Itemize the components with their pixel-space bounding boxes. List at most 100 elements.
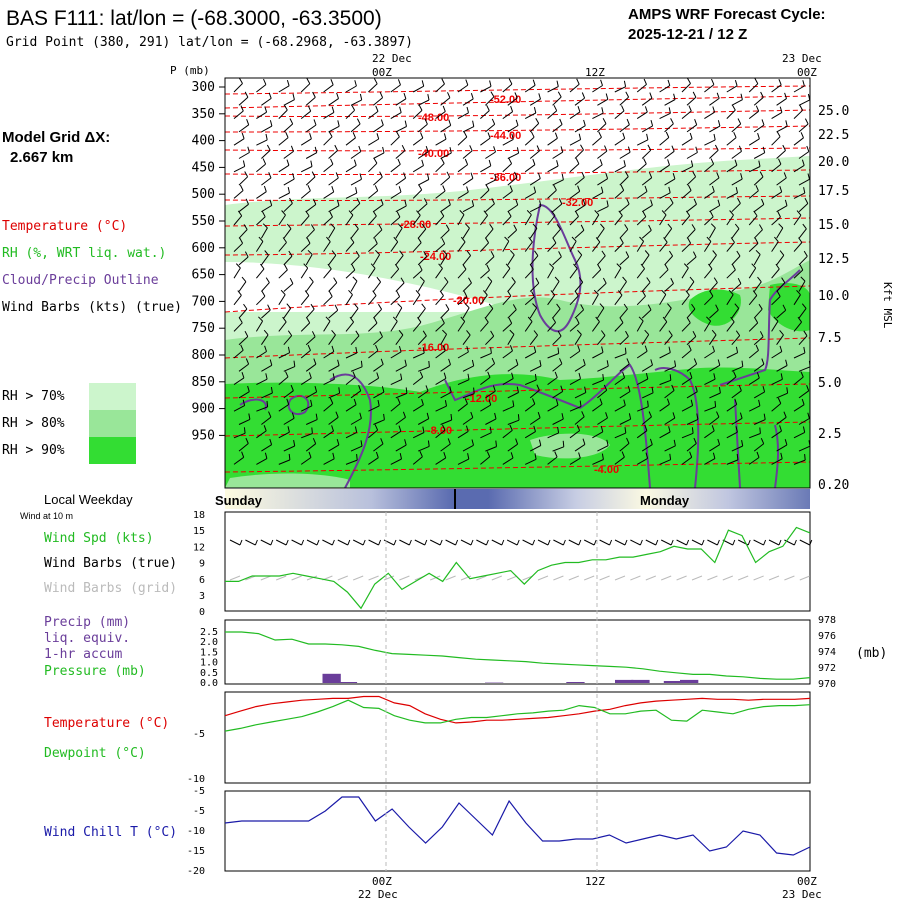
- wind-barb: [502, 138, 514, 146]
- wind-barb: [261, 416, 272, 425]
- wind-barb: [748, 457, 760, 465]
- wind-barb-feather: [510, 452, 514, 459]
- wind-barb-feather: [709, 211, 714, 218]
- wind-barb-feather: [334, 144, 338, 151]
- wind-barb: [636, 295, 646, 306]
- wind-barb: [390, 403, 401, 412]
- wind-barb-feather: [310, 303, 315, 310]
- wind-barb-feather: [667, 223, 673, 229]
- wind-barb: [305, 391, 317, 399]
- wind-barb: [552, 446, 564, 452]
- wind-barb-feather: [467, 453, 470, 460]
- wind-barb: [776, 282, 786, 292]
- wind-barb-feather: [757, 132, 760, 139]
- wind-barb-feather: [732, 264, 736, 271]
- wind-barb-feather: [516, 147, 520, 154]
- wind-barb-feather: [736, 453, 739, 460]
- wind-barb-feather: [355, 250, 360, 257]
- grid-wind-barb: [738, 575, 749, 581]
- wind-barb: [283, 178, 295, 186]
- pressure-tick-label: 550: [192, 214, 215, 229]
- wind-barb: [412, 456, 423, 465]
- wind-barb-feather: [286, 223, 292, 230]
- height-tick-label: 5.0: [818, 376, 841, 391]
- wind-barb: [552, 308, 561, 319]
- wind-barb: [462, 177, 474, 186]
- wind-barb: [793, 269, 804, 279]
- surface-wind-barb: [491, 539, 503, 546]
- wind-barb-feather: [804, 118, 809, 125]
- wind-barb: [238, 124, 249, 133]
- wind-barb: [552, 418, 564, 425]
- surface-wind-barb-feather: [655, 539, 659, 546]
- wind-barb-feather: [533, 106, 537, 114]
- wind-barb: [368, 190, 379, 199]
- wind-barb-feather: [644, 424, 648, 431]
- forecast-cycle-date: 2025-12-21 / 12 Z: [628, 26, 747, 43]
- wind-barb-feather: [360, 440, 363, 447]
- wind-barb: [569, 295, 579, 306]
- isotherm-label: -28.00: [400, 219, 431, 231]
- wind-barb: [435, 83, 445, 93]
- wind-barb: [278, 242, 287, 252]
- surface-wind-barb: [460, 539, 472, 546]
- wind-barb-feather: [471, 359, 475, 367]
- wind-barb: [798, 390, 809, 399]
- wind-barb: [328, 365, 340, 372]
- wind-barb-feather: [380, 119, 384, 126]
- wind-barb: [233, 267, 241, 279]
- wind-barb: [552, 390, 563, 399]
- wind-barb: [395, 334, 404, 345]
- wind-barb-feather: [734, 159, 738, 166]
- wind-barb-feather: [489, 223, 494, 230]
- wind-barb: [726, 242, 735, 252]
- surface-wind-barb: [352, 539, 364, 546]
- wind-barb: [726, 137, 737, 146]
- wind-barb-feather: [241, 276, 247, 283]
- surface-wind-barb-feather: [732, 539, 736, 546]
- surface-wind-barb: [322, 539, 333, 546]
- wind-barb: [278, 321, 287, 332]
- wind-barb-feather: [577, 185, 581, 192]
- wind-barb: [260, 334, 269, 345]
- wind-barb-feather: [758, 399, 761, 406]
- wind-barb-feather: [735, 186, 738, 194]
- wind-barb-feather: [424, 118, 428, 125]
- rh-pocket-bottom: [225, 473, 350, 488]
- wind-barb: [435, 322, 445, 332]
- wind-barb-feather: [290, 145, 294, 152]
- wind-barb: [462, 98, 474, 106]
- wind-barb-feather: [375, 451, 379, 458]
- wind-barb-feather: [625, 251, 630, 258]
- grid-wind-barb: [691, 575, 703, 581]
- wind-barb-feather: [247, 385, 250, 392]
- wind-barb: [748, 243, 759, 252]
- wind-barb-feather: [621, 105, 625, 112]
- wind-barb: [753, 254, 761, 266]
- wind-barb: [256, 163, 266, 173]
- wind-barb-feather: [806, 385, 810, 391]
- wind-barb: [524, 84, 536, 93]
- wind-barb: [798, 445, 811, 452]
- grid-wind-barb: [568, 575, 579, 581]
- wind-barb-feather: [352, 276, 358, 282]
- wind-barb-feather: [741, 440, 744, 447]
- pressure-unit: (mb): [856, 646, 887, 661]
- wind-barb: [776, 150, 786, 159]
- wind-barb-feather: [801, 159, 805, 166]
- height-tick-label: 20.0: [818, 155, 849, 170]
- wind-barb-feather: [690, 160, 694, 167]
- wind-barb-feather: [779, 425, 782, 432]
- wind-barb: [776, 309, 787, 319]
- wind-barb: [614, 215, 623, 226]
- wind-barb-feather: [627, 146, 631, 153]
- wind-barb: [462, 150, 473, 159]
- wind-barb: [440, 281, 449, 292]
- wind-barb: [726, 269, 736, 279]
- pressure-tick-label: 400: [192, 134, 215, 149]
- precip-bar: [663, 681, 683, 683]
- precip-bars: [322, 673, 699, 683]
- wind-barb: [771, 430, 782, 439]
- pressure-tick-label: 950: [192, 428, 215, 443]
- wind-barb-feather: [378, 224, 383, 231]
